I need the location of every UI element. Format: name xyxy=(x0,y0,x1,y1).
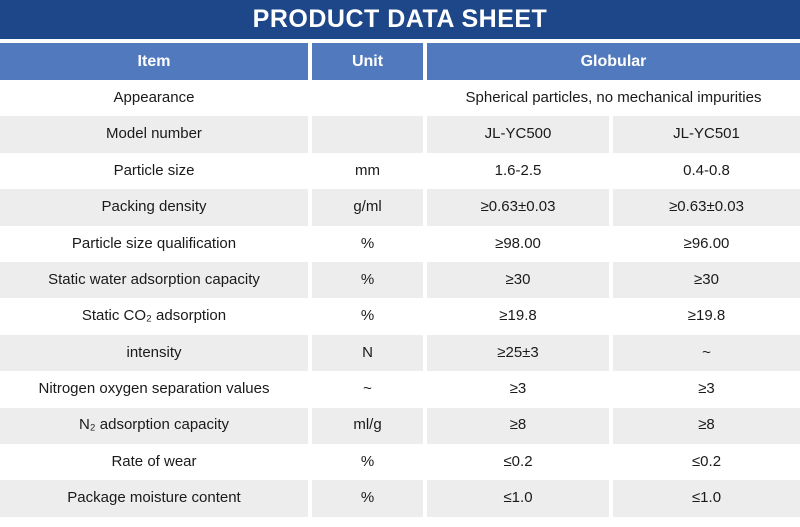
header-cell-unit: Unit xyxy=(312,43,423,80)
item-cell: Particle size xyxy=(0,152,308,190)
item-cell: Particle size qualification xyxy=(0,225,308,262)
table-body: Appearance Spherical particles, no mechan… xyxy=(0,80,800,517)
value-cell: ≥3 xyxy=(427,371,609,408)
item-cell: N₂ adsorption capacity xyxy=(0,407,308,444)
value-cell: ≤1.0 xyxy=(613,480,800,517)
unit-cell: % xyxy=(312,480,423,517)
item-cell: Static CO₂ adsorption xyxy=(0,298,308,335)
table-row: Packing density g/ml ≥0.63±0.03 ≥0.63±0.03 xyxy=(0,189,800,226)
item-cell: Rate of wear xyxy=(0,443,308,481)
unit-cell: ~ xyxy=(312,371,423,408)
value-cell: ≥30 xyxy=(613,261,800,299)
value-cell: JL-YC501 xyxy=(613,116,800,153)
value-cell: 1.6-2.5 xyxy=(427,152,609,190)
title-bar: PRODUCT DATA SHEET xyxy=(0,0,800,43)
unit-cell: mm xyxy=(312,152,423,190)
table-row: Nitrogen oxygen separation values ~ ≥3 ≥3 xyxy=(0,371,800,408)
header-cell-globular: Globular xyxy=(427,43,800,80)
value-cell: ≥98.00 xyxy=(427,225,609,262)
value-cell: ≤0.2 xyxy=(427,443,609,481)
header-cell-item: Item xyxy=(0,43,308,80)
unit-cell: N xyxy=(312,334,423,372)
table-row: Particle size mm 1.6-2.5 0.4-0.8 xyxy=(0,152,800,190)
value-cell: ≤1.0 xyxy=(427,480,609,517)
item-cell: Nitrogen oxygen separation values xyxy=(0,371,308,408)
item-cell: Packing density xyxy=(0,189,308,226)
table-header-row: Item Unit Globular xyxy=(0,43,800,80)
page-title: PRODUCT DATA SHEET xyxy=(252,5,548,33)
table-row: Model number JL-YC500 JL-YC501 xyxy=(0,116,800,153)
value-cell: ≥19.8 xyxy=(613,298,800,335)
unit-cell: % xyxy=(312,443,423,481)
unit-cell xyxy=(312,80,423,117)
unit-cell: ml/g xyxy=(312,407,423,444)
table-row: Rate of wear% ≤0.2 ≤0.2 xyxy=(0,443,800,481)
item-cell: Package moisture content xyxy=(0,480,308,517)
table-row: Static water adsorption capacity% ≥30 ≥30 xyxy=(0,261,800,299)
value-cell-spanning: Spherical particles, no mechanical impur… xyxy=(427,80,800,117)
table-row: Static CO₂ adsorption% ≥19.8 ≥19.8 xyxy=(0,298,800,335)
value-cell: 0.4-0.8 xyxy=(613,152,800,190)
item-cell: Static water adsorption capacity xyxy=(0,261,308,299)
table-row: Appearance Spherical particles, no mechan… xyxy=(0,80,800,117)
table-row: Package moisture content% ≤1.0 ≤1.0 xyxy=(0,480,800,517)
value-cell: ≥8 xyxy=(613,407,800,444)
table-row: intensity N ≥25±3 ~ xyxy=(0,334,800,372)
value-cell: ≥0.63±0.03 xyxy=(427,189,609,226)
unit-cell: % xyxy=(312,225,423,262)
unit-cell xyxy=(312,116,423,153)
table-row: Particle size qualification% ≥98.00 ≥96.00 xyxy=(0,225,800,262)
value-cell: ≤0.2 xyxy=(613,443,800,481)
unit-cell: g/ml xyxy=(312,189,423,226)
value-cell: ≥0.63±0.03 xyxy=(613,189,800,226)
item-cell: Appearance xyxy=(0,80,308,117)
unit-cell: % xyxy=(312,298,423,335)
value-cell: ≥8 xyxy=(427,407,609,444)
value-cell: ≥30 xyxy=(427,261,609,299)
value-cell: ≥25±3 xyxy=(427,334,609,372)
value-cell: ≥96.00 xyxy=(613,225,800,262)
value-cell: ~ xyxy=(613,334,800,372)
unit-cell: % xyxy=(312,261,423,299)
item-cell: Model number xyxy=(0,116,308,153)
table-row: N₂ adsorption capacity ml/g ≥8 ≥8 xyxy=(0,407,800,444)
value-cell: ≥19.8 xyxy=(427,298,609,335)
value-cell: ≥3 xyxy=(613,371,800,408)
item-cell: intensity xyxy=(0,334,308,372)
bottom-clipped-row xyxy=(0,516,800,524)
value-cell: JL-YC500 xyxy=(427,116,609,153)
